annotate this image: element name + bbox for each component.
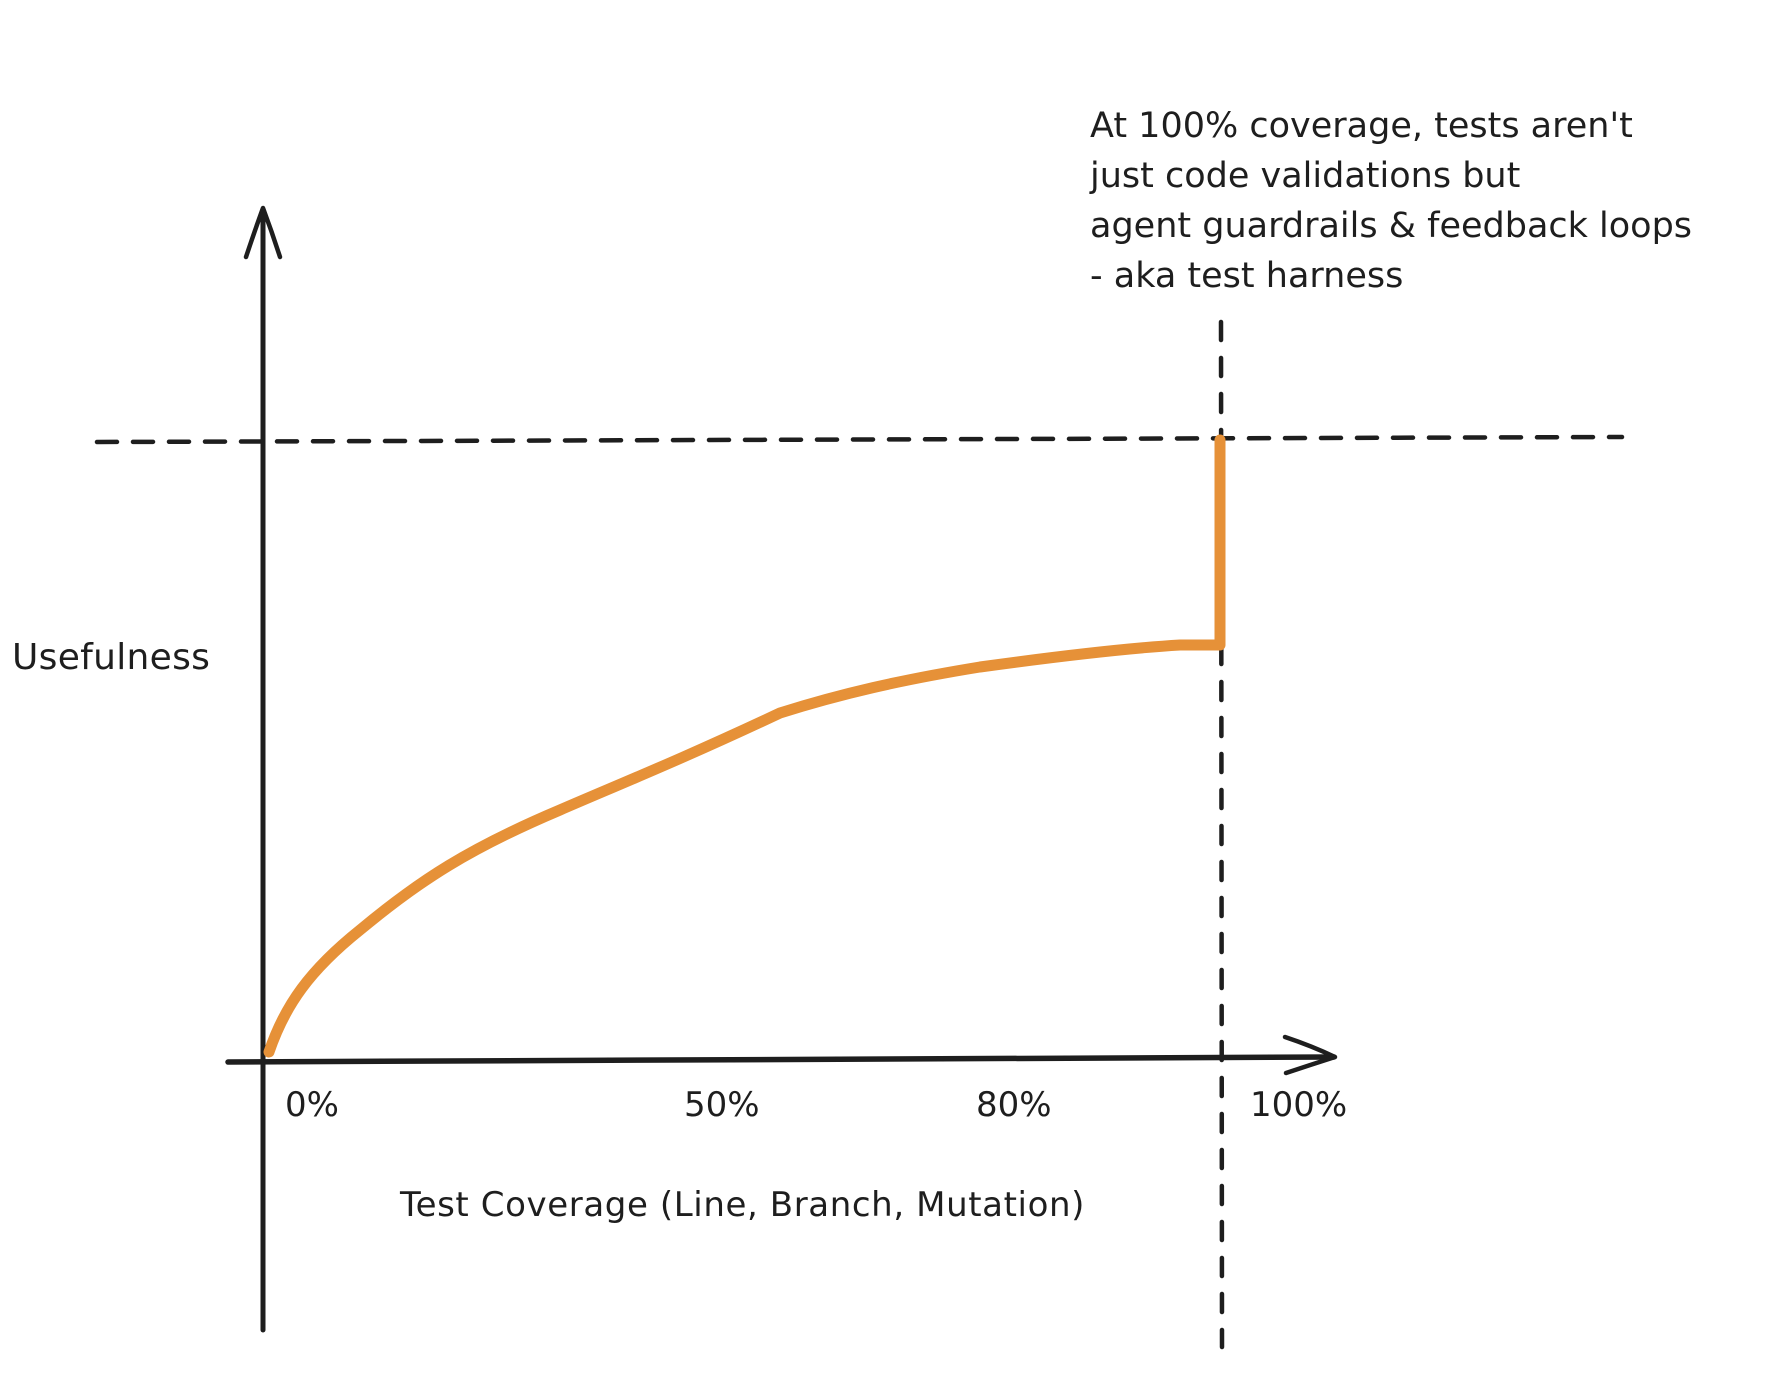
x-axis-line — [225, 1054, 1337, 1065]
annotation-note: At 100% coverage, tests aren't just code… — [1090, 101, 1692, 301]
y-axis-title: Usefulness — [12, 637, 211, 678]
x-axis-arrowhead-icon — [1282, 1034, 1338, 1076]
y-axis-arrowhead-icon — [243, 205, 283, 260]
x-tick-0: 0% — [285, 1085, 339, 1125]
vertical-dashed-reference-line — [1218, 319, 1225, 1350]
x-tick-80: 80% — [976, 1085, 1052, 1125]
annotation-line-4: - aka test harness — [1090, 256, 1404, 296]
usefulness-curve — [263, 434, 1226, 1058]
x-axis-title: Test Coverage (Line, Branch, Mutation) — [400, 1185, 1085, 1225]
annotation-line-3: agent guardrails & feedback loops — [1090, 206, 1693, 246]
x-tick-100: 100% — [1250, 1085, 1348, 1125]
annotation-line-2: just code validations but — [1090, 156, 1521, 196]
x-tick-50: 50% — [684, 1085, 760, 1125]
horizontal-dashed-reference-line — [94, 434, 1625, 445]
annotation-line-1: At 100% coverage, tests aren't — [1090, 106, 1633, 146]
